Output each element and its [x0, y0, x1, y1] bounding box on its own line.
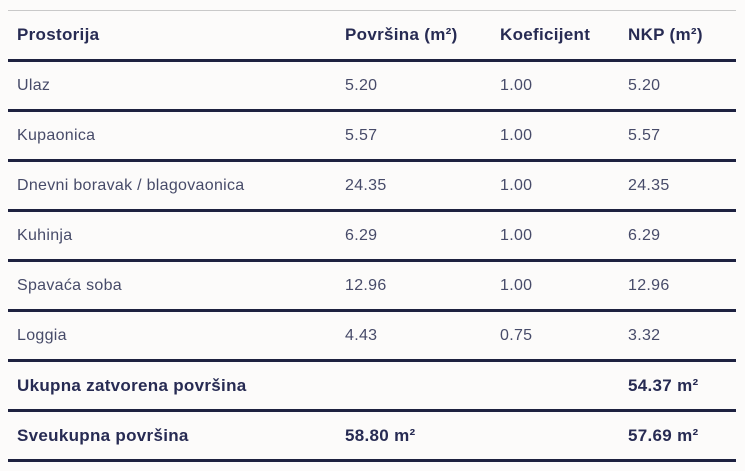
area-cell: 24.35 [345, 160, 500, 212]
nkp-cell: 54.37 m² [628, 360, 736, 412]
room-name-cell: Ulaz [8, 60, 345, 112]
room-name-cell: Sveukupna površina [8, 410, 345, 462]
coefficient-cell: 1.00 [500, 60, 628, 112]
coefficient-cell [500, 360, 628, 412]
room-name-cell: Ukupna zatvorena površina [8, 360, 345, 412]
column-header-prostorija: Prostorija [8, 10, 345, 62]
nkp-cell: 6.29 [628, 210, 736, 262]
column-header-koeficijent: Koeficijent [500, 10, 628, 62]
table-row: Dnevni boravak / blagovaonica 24.35 1.00 24… [8, 160, 736, 212]
room-name-cell: Kupaonica [8, 110, 345, 162]
table-row: Loggia 4.43 0.75 3.32 [8, 310, 736, 362]
area-table: Prostorija Površina (m²) Koeficijent NKP… [8, 10, 736, 462]
nkp-cell: 57.69 m² [628, 410, 736, 462]
nkp-cell: 12.96 [628, 260, 736, 312]
area-cell: 6.29 [345, 210, 500, 262]
area-cell: 4.43 [345, 310, 500, 362]
table-row: Kupaonica 5.57 1.00 5.57 [8, 110, 736, 162]
coefficient-cell: 1.00 [500, 260, 628, 312]
coefficient-cell: 1.00 [500, 210, 628, 262]
table-header-row: Prostorija Površina (m²) Koeficijent NKP… [8, 10, 736, 62]
column-header-povrsina: Površina (m²) [345, 10, 500, 62]
table-row: Kuhinja 6.29 1.00 6.29 [8, 210, 736, 262]
coefficient-cell: 0.75 [500, 310, 628, 362]
room-name-cell: Dnevni boravak / blagovaonica [8, 160, 345, 212]
coefficient-cell: 1.00 [500, 160, 628, 212]
area-cell: 5.20 [345, 60, 500, 112]
room-name-cell: Loggia [8, 310, 345, 362]
coefficient-cell: 1.00 [500, 110, 628, 162]
room-name-cell: Kuhinja [8, 210, 345, 262]
nkp-cell: 5.20 [628, 60, 736, 112]
nkp-cell: 3.32 [628, 310, 736, 362]
table-row: Spavaća soba 12.96 1.00 12.96 [8, 260, 736, 312]
area-cell: 58.80 m² [345, 410, 500, 462]
nkp-cell: 24.35 [628, 160, 736, 212]
total-row: Sveukupna površina 58.80 m² 57.69 m² [8, 410, 736, 462]
area-cell: 12.96 [345, 260, 500, 312]
room-name-cell: Spavaća soba [8, 260, 345, 312]
column-header-nkp: NKP (m²) [628, 10, 736, 62]
area-cell: 5.57 [345, 110, 500, 162]
area-cell [345, 360, 500, 412]
nkp-cell: 5.57 [628, 110, 736, 162]
table-row: Ulaz 5.20 1.00 5.20 [8, 60, 736, 112]
table-body: Ulaz 5.20 1.00 5.20 Kupaonica 5.57 1.00 5.57 Dne… [8, 60, 736, 462]
coefficient-cell [500, 410, 628, 462]
total-row: Ukupna zatvorena površina 54.37 m² [8, 360, 736, 412]
